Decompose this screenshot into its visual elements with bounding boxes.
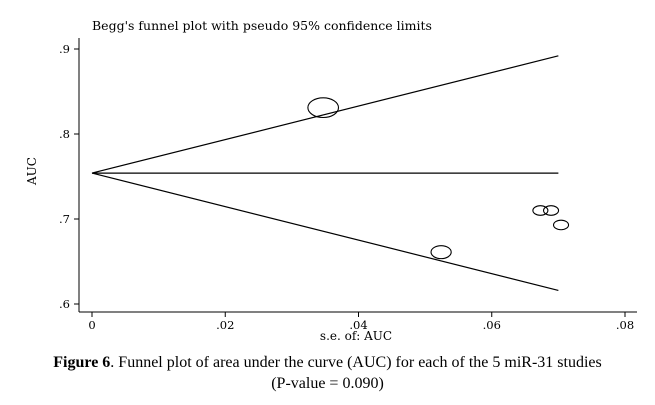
upper-limit-line xyxy=(91,55,559,174)
x-tick-label: .04 xyxy=(349,318,367,332)
x-tick-label: 0 xyxy=(88,318,95,332)
figure-label: Figure 6 xyxy=(53,354,111,371)
figure-caption: Figure 6. Funnel plot of area under the … xyxy=(0,352,655,394)
x-axis-title: s.e. of: AUC xyxy=(320,329,392,343)
caption-line-2: (P-value = 0.090) xyxy=(271,375,384,392)
caption-line-1: Figure 6. Funnel plot of area under the … xyxy=(0,352,655,373)
y-tick-label: .7 xyxy=(59,212,70,226)
study-point xyxy=(430,245,452,260)
funnel-plot-svg: Begg's funnel plot with pseudo 95% confi… xyxy=(25,18,637,343)
y-tick-label: .6 xyxy=(59,297,70,311)
caption-text: . Funnel plot of area under the curve (A… xyxy=(110,354,602,371)
study-point xyxy=(552,219,570,231)
y-axis-title: AUC xyxy=(25,157,39,186)
x-tick-label: .02 xyxy=(216,318,234,332)
x-tick-label: .06 xyxy=(483,318,501,332)
chart-title: Begg's funnel plot with pseudo 95% confi… xyxy=(92,18,432,33)
study-point xyxy=(307,97,340,119)
x-tick-label: .08 xyxy=(616,318,634,332)
study-point xyxy=(542,205,560,216)
lower-limit-line xyxy=(91,172,559,291)
study-point xyxy=(532,205,549,216)
y-tick-label: .8 xyxy=(59,127,70,141)
funnel-plot: Begg's funnel plot with pseudo 95% confi… xyxy=(25,18,637,343)
y-tick-label: .9 xyxy=(59,42,70,56)
